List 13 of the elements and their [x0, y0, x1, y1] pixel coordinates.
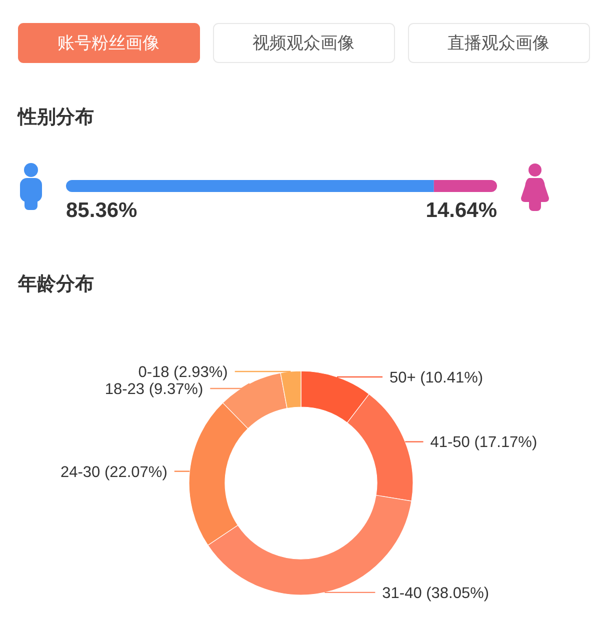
slice-label: 0-18 (2.93%) — [138, 364, 228, 381]
slice-label: 18-23 (9.37%) — [104, 380, 204, 398]
text: 视频观众画像 — [252, 34, 354, 52]
slice-label: 50+ (10.41%) — [390, 369, 484, 386]
text: 账号粉丝画像 — [58, 34, 160, 52]
slice-label: 31-40 (38.05%) — [382, 584, 490, 602]
slice-label: 41-50 (17.17%) — [430, 434, 538, 452]
text: 直播观众画像 — [448, 34, 550, 52]
data-label: 14.64% — [426, 199, 498, 222]
chart-title: 性别分布 — [17, 107, 94, 128]
chart-title: 年龄分布 — [17, 274, 94, 295]
slice-label: 24-30 (22.07%) — [60, 464, 168, 481]
data-label: 85.36% — [66, 199, 138, 222]
